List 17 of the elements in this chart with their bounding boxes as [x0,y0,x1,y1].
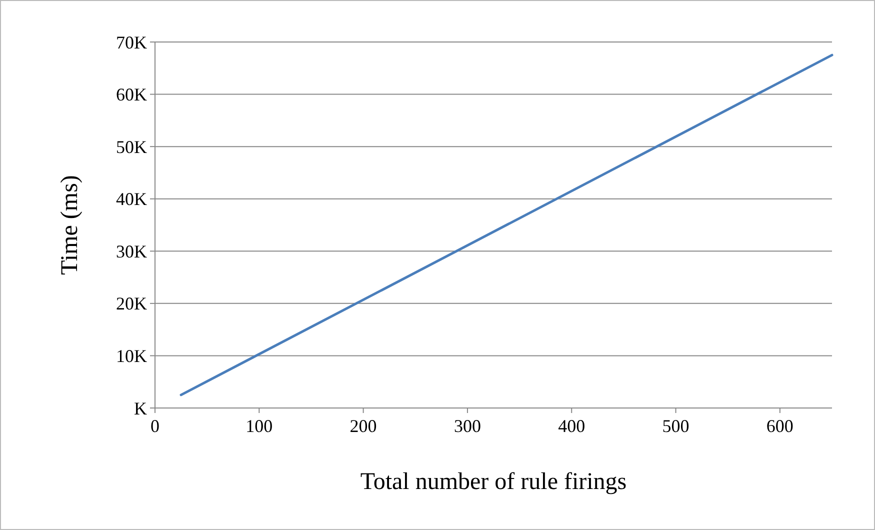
y-tick-label: 30K [116,241,147,262]
x-tick-label: 600 [766,416,794,436]
y-tick-label: K [134,398,147,418]
x-tick-label: 300 [454,416,481,436]
y-tick-label: 40K [116,189,147,210]
x-tick-label: 400 [558,416,586,436]
y-tick-label: 50K [116,136,147,157]
y-tick-label: 10K [116,346,147,366]
x-tick-label: 0 [150,416,160,436]
y-tick-label: 60K [116,84,147,105]
x-tick-label: 100 [246,416,273,436]
y-axis-title: Time (ms) [57,175,83,275]
x-tick-label: 500 [662,416,690,436]
x-axis-title: Total number of rule firings [360,469,627,495]
y-tick-label: 20K [116,294,147,314]
x-tick-label: 200 [350,416,377,436]
y-tick-label: 70K [116,32,147,52]
